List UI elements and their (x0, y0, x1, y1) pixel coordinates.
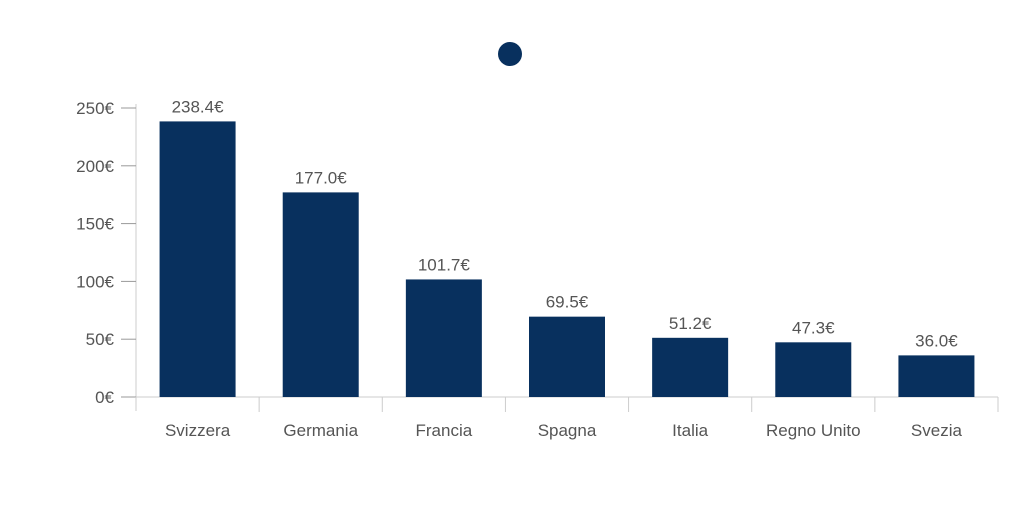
x-category-label: Germania (283, 421, 358, 440)
bar[interactable] (898, 355, 975, 397)
x-category-label: Italia (672, 421, 708, 440)
y-tick-label: 100€ (76, 272, 114, 291)
bar[interactable] (652, 337, 729, 397)
bar-value-label: 36.0€ (915, 331, 958, 350)
bar-value-label: 47.3€ (792, 318, 835, 337)
x-category-label: Spagna (538, 421, 597, 440)
y-tick-label: 0€ (95, 388, 114, 407)
value-labels: 238.4€ 177.0€ 101.7€ 69.5€ 51.2€ 47.3€ 36.0€ (172, 97, 959, 350)
x-axis: Svizzera Germania Francia Spagna Italia Regno… (135, 396, 999, 440)
bar-value-label: 177.0€ (295, 168, 348, 187)
x-category-label: Svizzera (165, 421, 231, 440)
y-tick-label: 200€ (76, 157, 114, 176)
bar-value-label: 238.4€ (172, 97, 225, 116)
y-tick-label: 150€ (76, 215, 114, 234)
bar[interactable] (775, 342, 852, 397)
bar[interactable] (282, 192, 359, 397)
bar-value-label: 51.2€ (669, 314, 712, 333)
bar[interactable] (405, 279, 482, 397)
bars (159, 121, 975, 397)
bar-value-label: 101.7€ (418, 255, 471, 274)
x-category-label: Regno Unito (766, 421, 861, 440)
y-axis: 0€ 50€ 100€ 150€ 200€ 250€ (76, 99, 137, 407)
bar-value-label: 69.5€ (546, 293, 589, 312)
bar[interactable] (159, 121, 236, 397)
legend-marker[interactable] (498, 42, 522, 66)
y-tick-label: 250€ (76, 99, 114, 118)
x-category-label: Svezia (911, 421, 963, 440)
y-tick-label: 50€ (86, 330, 115, 349)
x-category-label: Francia (416, 421, 473, 440)
bar[interactable] (529, 316, 605, 397)
